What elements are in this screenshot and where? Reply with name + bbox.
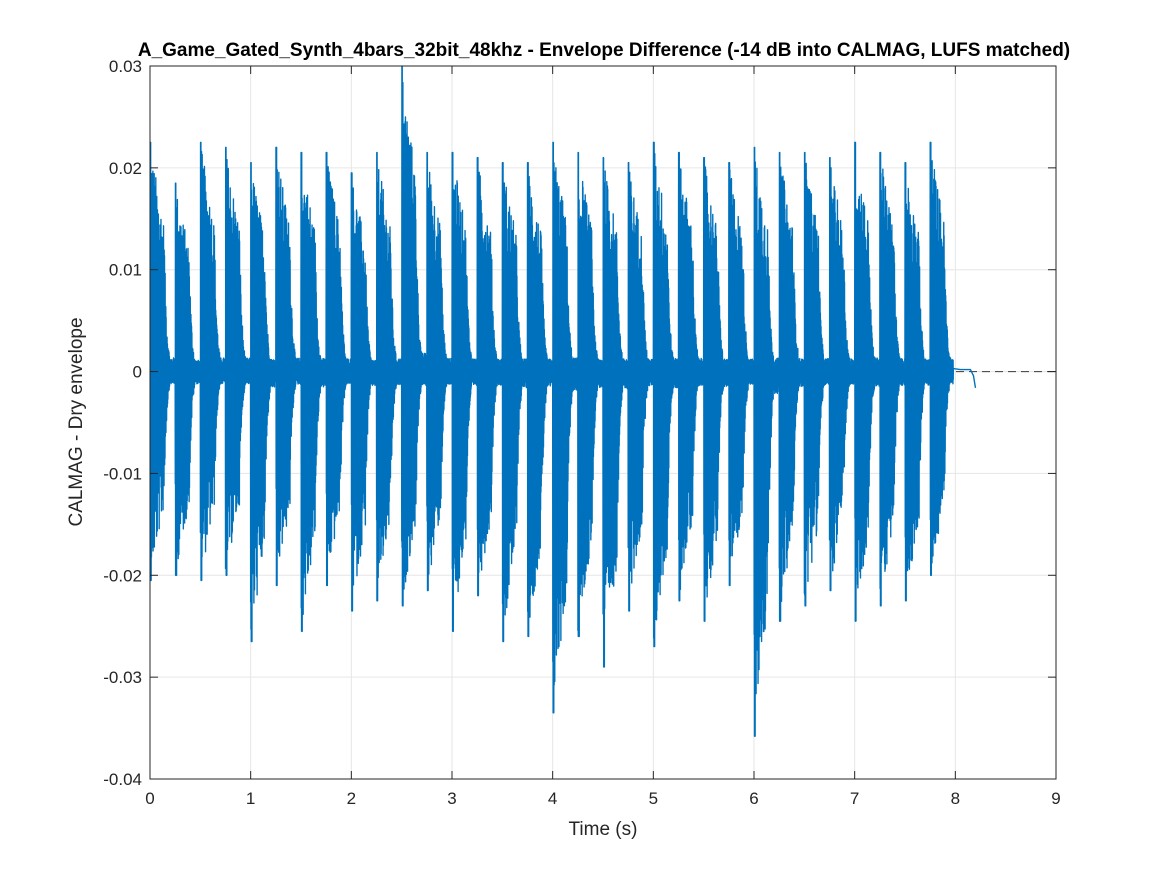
y-tick-label: 0.02	[109, 159, 142, 178]
x-tick-label: 7	[850, 789, 859, 808]
axes-box	[149, 65, 1057, 780]
y-tick-label: -0.02	[103, 566, 142, 585]
envelope-difference-line	[150, 66, 977, 737]
x-tick-label: 9	[1051, 789, 1060, 808]
plot-area[interactable]: 0 1 2 3 4 5 6 7 8 9 -0.04 -0.03 -0.02 -0.01 0 0.01 0.02…	[103, 57, 1060, 808]
x-tick-label: 4	[548, 789, 557, 808]
axes-frame	[149, 65, 1057, 780]
y-axis: -0.04 -0.03 -0.02 -0.01 0 0.01 0.02 0.03	[103, 57, 1056, 789]
x-tick-label: 6	[749, 789, 758, 808]
y-tick-label: 0.03	[109, 57, 142, 76]
y-tick-label: -0.03	[103, 668, 142, 687]
x-tick-label: 2	[347, 789, 356, 808]
x-tick-label: 3	[447, 789, 456, 808]
y-tick-label: 0.01	[109, 261, 142, 280]
x-tick-label: 5	[649, 789, 658, 808]
data-layer	[150, 66, 1056, 737]
y-tick-label: -0.01	[103, 464, 142, 483]
y-axis-label: CALMAG - Dry envelope	[66, 317, 87, 526]
x-axis-label: Time (s)	[569, 819, 638, 840]
y-tick-label: 0	[133, 363, 142, 382]
chart-title: A_Game_Gated_Synth_4bars_32bit_48khz - E…	[138, 40, 1070, 61]
x-axis: 0 1 2 3 4 5 6 7 8 9	[145, 66, 1061, 808]
x-tick-label: 1	[246, 789, 255, 808]
x-tick-label: 0	[145, 789, 154, 808]
x-tick-label: 8	[951, 789, 960, 808]
y-tick-label: -0.04	[103, 770, 142, 789]
